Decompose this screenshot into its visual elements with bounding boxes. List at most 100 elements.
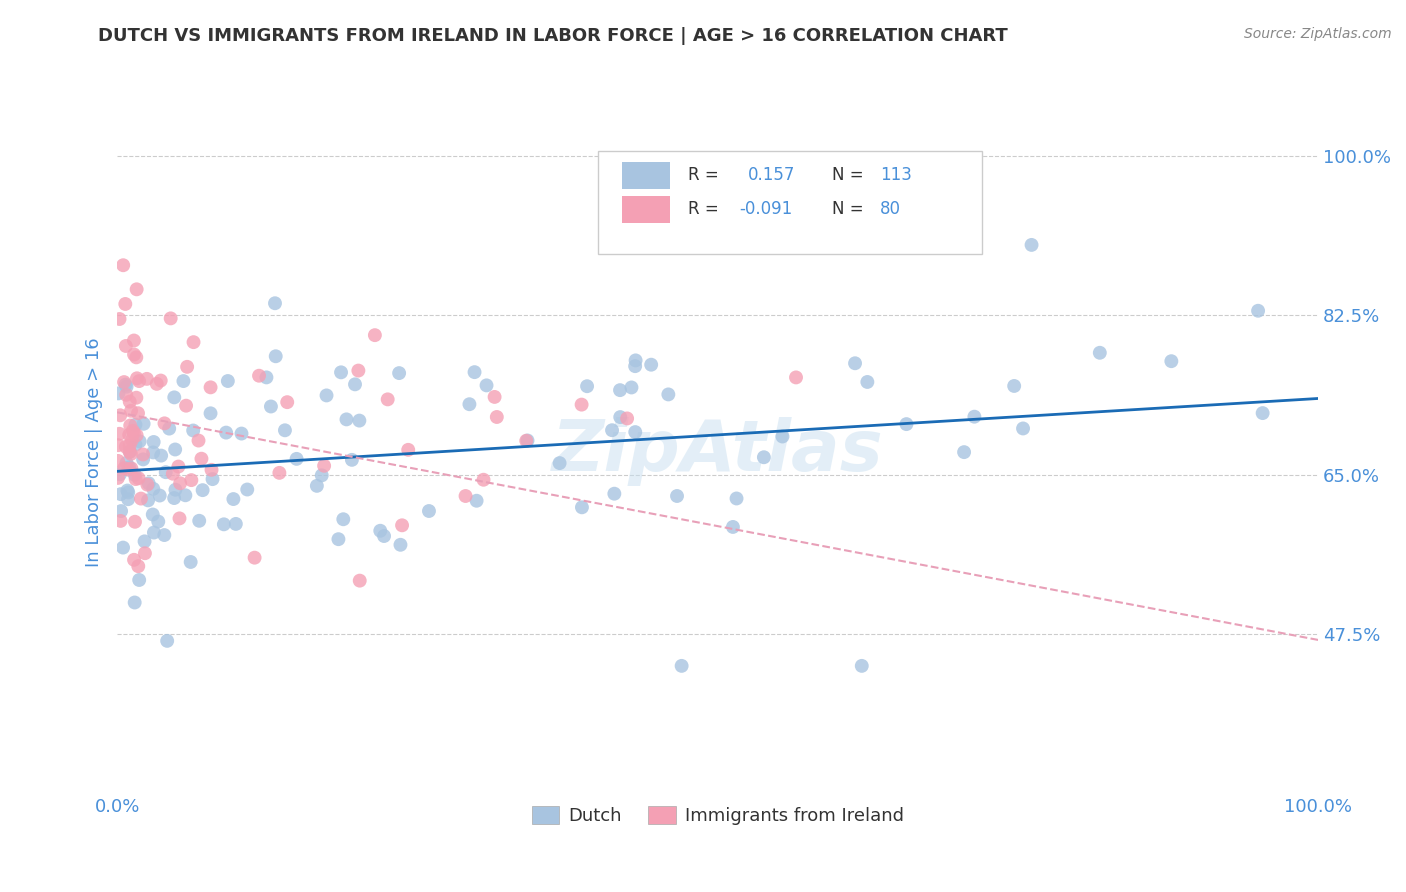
Point xyxy=(285,451,308,466)
Text: R =: R = xyxy=(688,166,718,185)
Point xyxy=(231,426,253,441)
Y-axis label: In Labor Force | Age > 16: In Labor Force | Age > 16 xyxy=(86,337,103,566)
Point xyxy=(174,399,197,413)
Point xyxy=(247,368,270,383)
Point xyxy=(125,351,148,365)
Point xyxy=(110,514,132,528)
Point xyxy=(200,463,222,477)
Point xyxy=(454,489,477,503)
Point xyxy=(142,435,165,450)
Point xyxy=(117,492,139,507)
Point xyxy=(149,374,172,388)
Point xyxy=(124,595,146,609)
Point xyxy=(127,406,149,420)
Point xyxy=(125,391,148,405)
Point xyxy=(122,334,145,348)
Point xyxy=(330,365,353,379)
Point xyxy=(377,392,399,407)
Point xyxy=(107,438,129,452)
Text: 0.157: 0.157 xyxy=(748,166,794,185)
Point xyxy=(107,471,129,485)
Point xyxy=(217,374,239,388)
Point xyxy=(373,529,395,543)
Point xyxy=(165,442,187,457)
Point xyxy=(418,504,440,518)
Text: 113: 113 xyxy=(880,166,911,185)
Point xyxy=(107,386,129,401)
Point xyxy=(159,311,181,326)
Point xyxy=(274,423,297,437)
Text: N =: N = xyxy=(832,166,863,185)
Point xyxy=(548,456,571,470)
Point xyxy=(485,409,508,424)
Point xyxy=(620,380,643,394)
Point xyxy=(1012,421,1035,435)
Point xyxy=(120,461,142,475)
Point xyxy=(169,511,191,525)
Point xyxy=(953,445,976,459)
Point xyxy=(666,489,689,503)
Point xyxy=(118,460,141,475)
Text: DUTCH VS IMMIGRANTS FROM IRELAND IN LABOR FORCE | AGE > 16 CORRELATION CHART: DUTCH VS IMMIGRANTS FROM IRELAND IN LABO… xyxy=(98,27,1008,45)
Point xyxy=(114,440,136,454)
FancyBboxPatch shape xyxy=(621,161,669,189)
Point xyxy=(215,425,238,440)
Point xyxy=(264,296,287,310)
Point xyxy=(132,452,155,467)
Point xyxy=(276,395,298,409)
Point xyxy=(657,387,679,401)
Point xyxy=(315,388,337,402)
Point xyxy=(155,465,177,479)
Point xyxy=(609,410,631,425)
Point xyxy=(349,414,371,428)
Point xyxy=(120,418,142,433)
Point xyxy=(120,447,142,461)
Point xyxy=(136,493,159,508)
Point xyxy=(484,390,506,404)
Point xyxy=(163,491,186,505)
Point xyxy=(269,466,291,480)
Point xyxy=(122,425,145,440)
Point xyxy=(163,390,186,404)
Point xyxy=(187,434,209,448)
Point xyxy=(624,425,647,439)
Point xyxy=(200,380,222,394)
Point xyxy=(174,488,197,502)
Point xyxy=(389,538,412,552)
Point xyxy=(112,375,135,389)
Point xyxy=(124,417,146,432)
Point xyxy=(183,335,205,350)
Point xyxy=(1021,238,1043,252)
Point xyxy=(264,349,287,363)
Point xyxy=(347,363,370,377)
Point xyxy=(332,512,354,526)
Point xyxy=(243,550,266,565)
Point xyxy=(125,371,148,385)
Point xyxy=(120,403,142,417)
Point xyxy=(169,476,191,491)
Point xyxy=(142,525,165,540)
Point xyxy=(112,541,135,555)
Point xyxy=(464,365,486,379)
Point xyxy=(156,633,179,648)
Point xyxy=(212,517,235,532)
Point xyxy=(108,426,131,441)
Point xyxy=(725,491,748,506)
Point xyxy=(112,461,135,475)
Point xyxy=(671,658,693,673)
Point xyxy=(472,473,495,487)
Point xyxy=(458,397,481,411)
Point xyxy=(134,546,156,560)
Point xyxy=(128,573,150,587)
Point xyxy=(117,485,139,500)
Point xyxy=(1251,406,1274,420)
Point xyxy=(118,444,141,458)
Point xyxy=(364,328,387,343)
FancyBboxPatch shape xyxy=(621,196,669,223)
Point xyxy=(122,347,145,361)
Point xyxy=(112,258,135,272)
Point xyxy=(142,508,165,522)
Point xyxy=(115,339,138,353)
Point xyxy=(153,417,176,431)
Point xyxy=(125,282,148,296)
